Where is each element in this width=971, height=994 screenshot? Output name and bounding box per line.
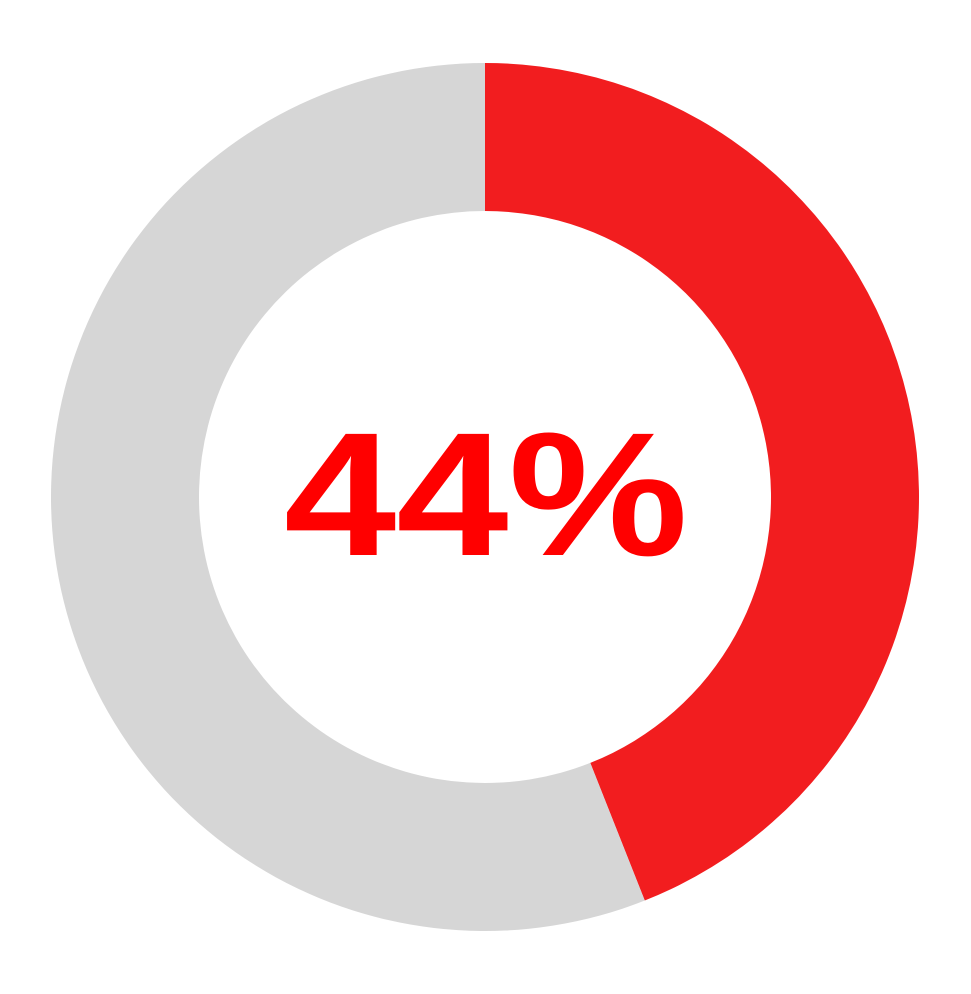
donut-slice-remainder bbox=[51, 63, 645, 931]
donut-slices bbox=[51, 63, 920, 931]
center-percentage-label: 44% bbox=[284, 397, 688, 593]
donut-slice-value bbox=[485, 63, 920, 901]
